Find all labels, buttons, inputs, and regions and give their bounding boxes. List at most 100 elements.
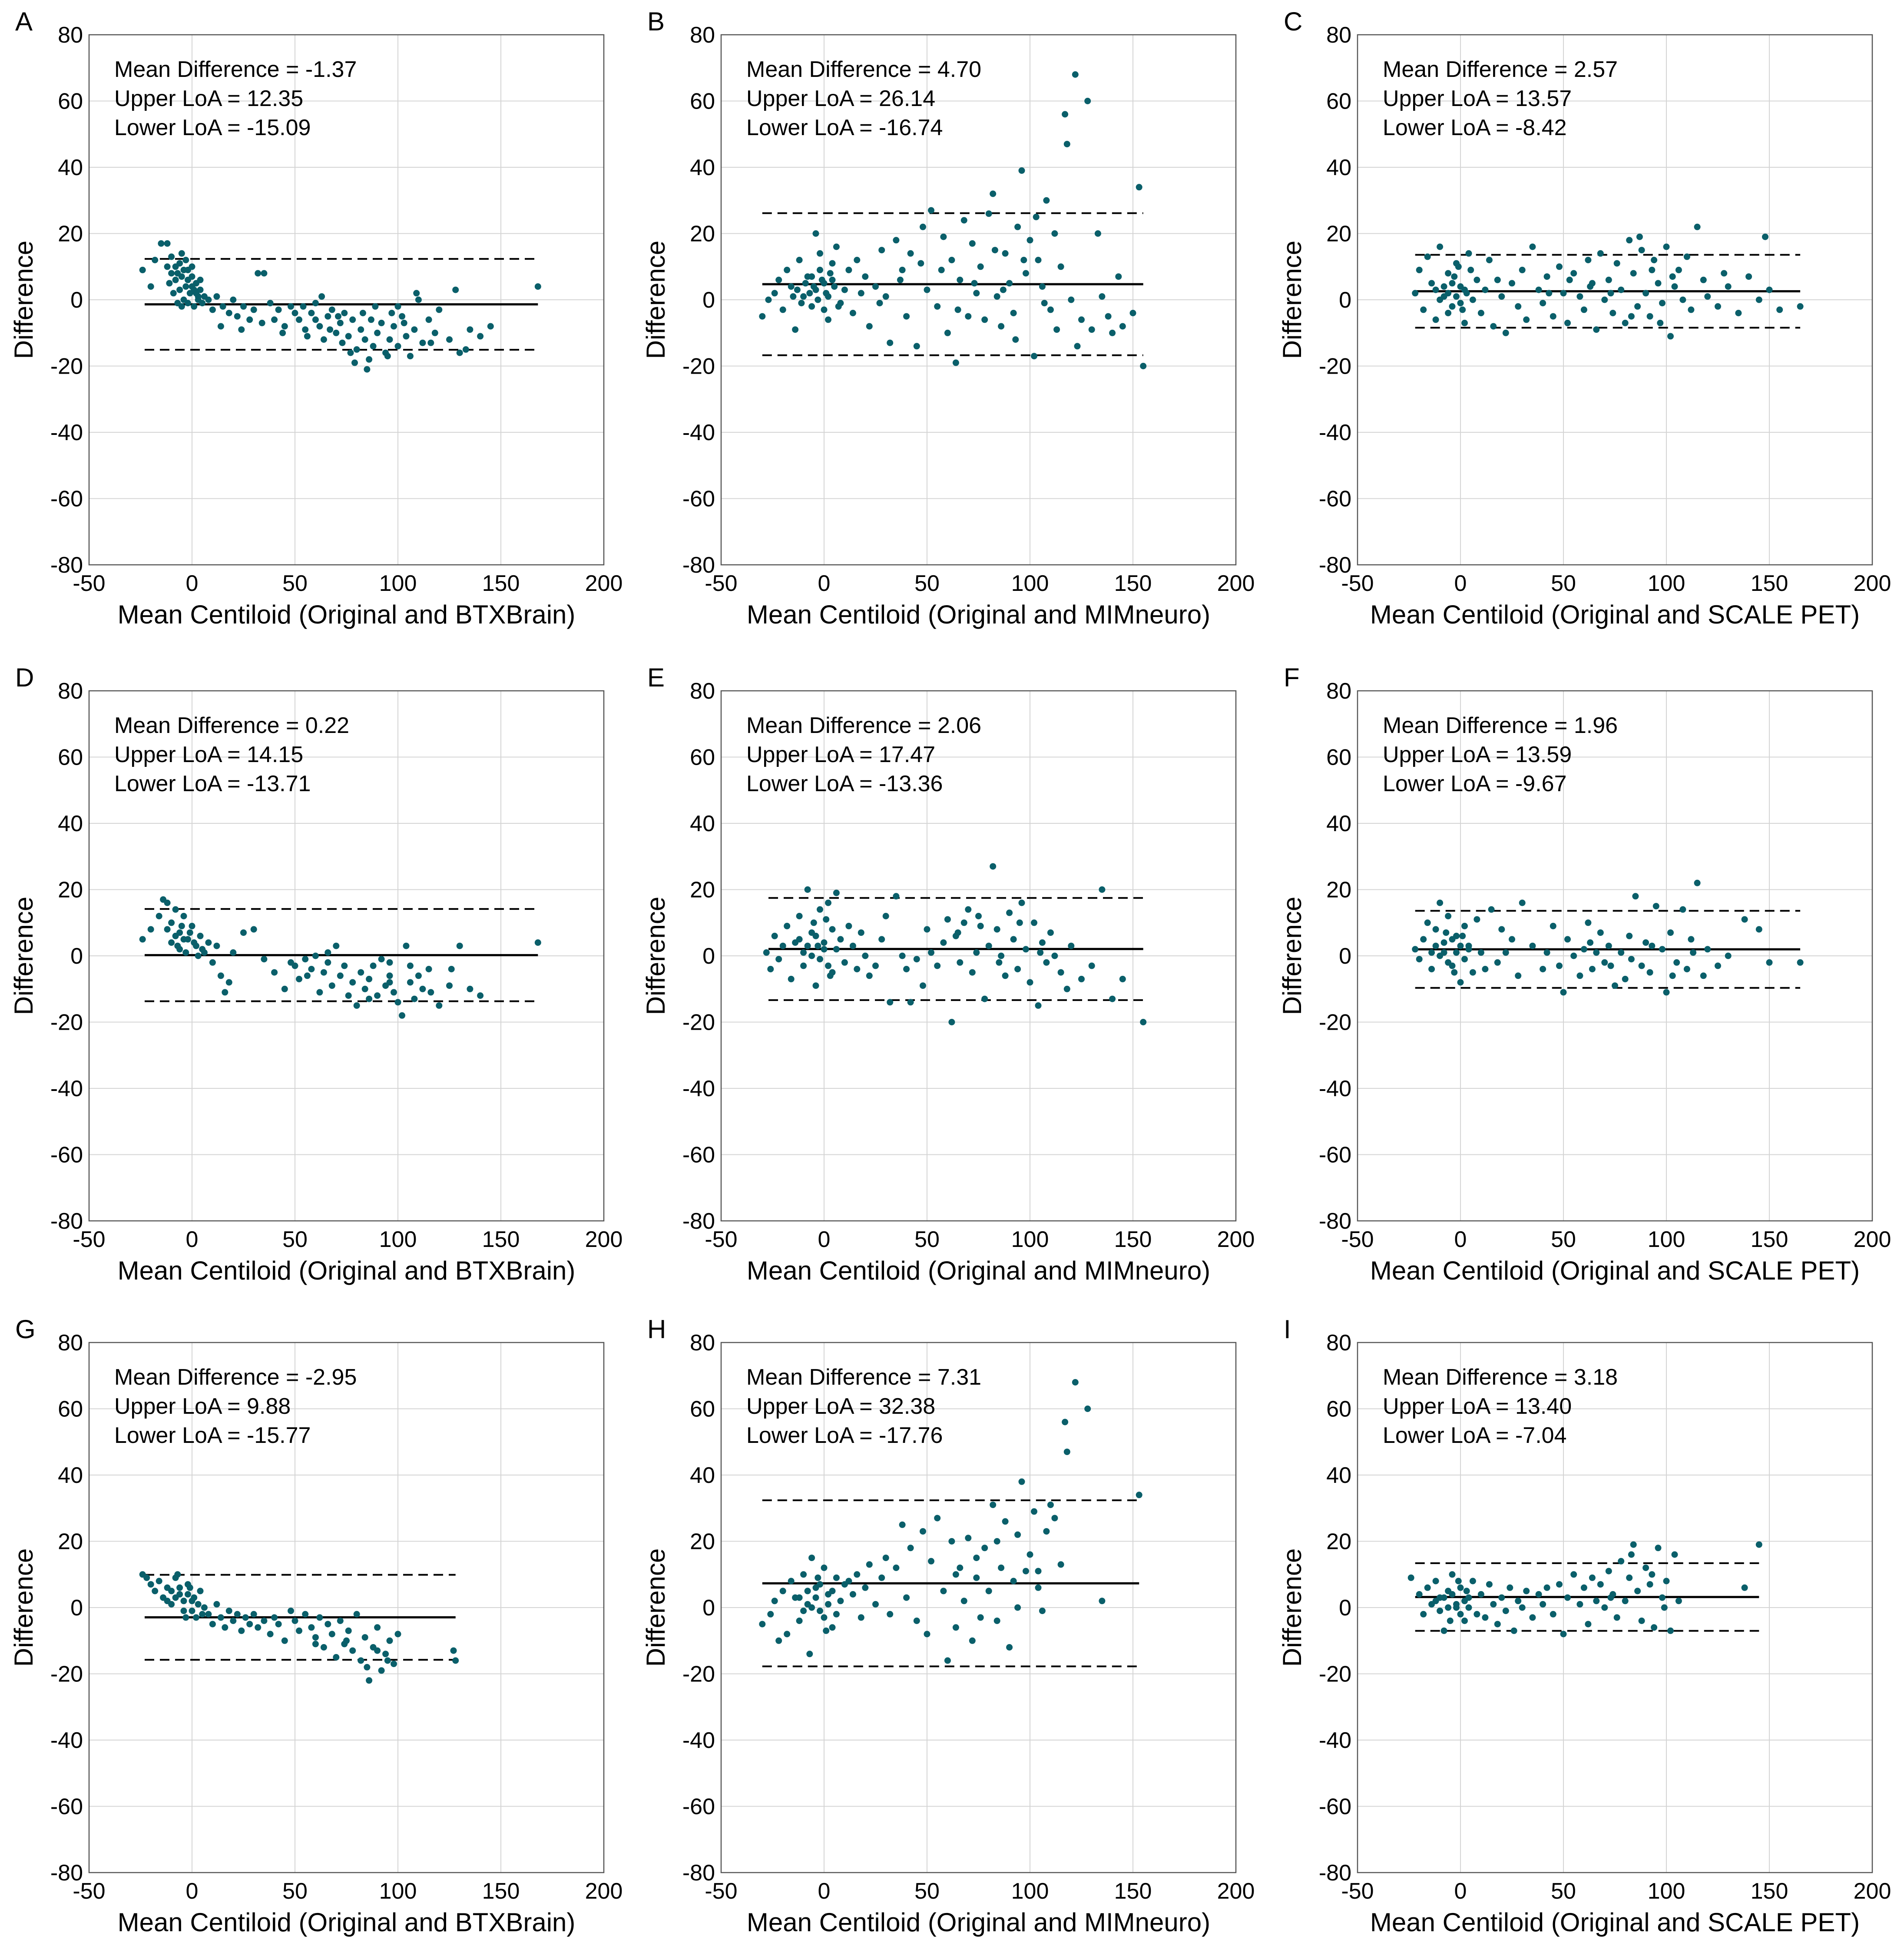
data-point — [1437, 899, 1444, 906]
x-tick-label: 150 — [1751, 1227, 1788, 1252]
data-point — [403, 942, 410, 949]
data-point — [825, 1601, 831, 1608]
data-point — [1556, 1581, 1563, 1588]
x-axis-label: Mean Centiloid (Original and SCALE PET) — [1370, 1256, 1860, 1285]
data-point — [296, 316, 302, 323]
data-point — [993, 1618, 1000, 1624]
data-point — [1047, 1502, 1054, 1508]
panel-e: -50 0 50 100 150 200 -80 -60 -40 -20 0 20 40 60 80 Mean… — [641, 663, 1255, 1285]
data-point — [920, 223, 926, 230]
data-point — [1694, 879, 1701, 886]
data-point — [903, 313, 910, 320]
data-point — [374, 992, 381, 999]
y-tick-label: -80 — [50, 553, 83, 578]
data-point — [327, 326, 334, 333]
data-point — [209, 1621, 216, 1628]
data-point — [1416, 266, 1423, 273]
data-point — [401, 319, 407, 326]
y-tick-label: -20 — [1319, 354, 1351, 379]
data-point — [1053, 326, 1060, 333]
data-point — [1667, 1627, 1674, 1634]
x-tick-label: 50 — [1551, 1879, 1576, 1904]
data-point — [189, 922, 195, 929]
data-point — [924, 1631, 930, 1638]
data-point — [1068, 942, 1075, 949]
data-point — [174, 1571, 181, 1578]
data-point — [779, 942, 786, 949]
data-point — [1437, 1608, 1444, 1615]
data-point — [1457, 942, 1464, 949]
data-point — [1704, 946, 1711, 953]
x-tick-label: -50 — [1341, 1879, 1374, 1904]
data-point — [339, 339, 346, 346]
data-point — [1663, 243, 1670, 250]
y-tick-label: -20 — [50, 1010, 83, 1035]
data-point — [990, 1502, 997, 1508]
data-point — [1762, 233, 1768, 240]
data-point — [845, 922, 852, 929]
data-point — [191, 1594, 198, 1601]
data-point — [1580, 946, 1587, 953]
data-point — [759, 313, 766, 320]
data-point — [1428, 966, 1435, 972]
data-point — [790, 293, 797, 300]
data-point — [1585, 257, 1592, 263]
data-point — [808, 273, 815, 280]
y-tick-label: -40 — [1319, 1076, 1351, 1101]
data-point — [1721, 270, 1728, 277]
data-point — [1477, 949, 1484, 956]
data-point — [394, 343, 401, 350]
data-point — [1576, 1601, 1583, 1608]
data-point — [815, 1574, 821, 1581]
data-point — [1585, 919, 1592, 926]
data-point — [775, 956, 782, 963]
y-tick-label: -80 — [1319, 1860, 1351, 1886]
data-point — [1622, 1598, 1629, 1605]
data-point — [337, 319, 344, 326]
y-tick-label: 0 — [70, 288, 83, 313]
data-point — [1445, 1604, 1452, 1611]
data-point — [1014, 966, 1021, 972]
data-point — [1651, 1624, 1658, 1631]
data-point — [197, 276, 204, 283]
data-point — [240, 929, 247, 936]
data-point — [1515, 303, 1522, 310]
data-point — [1543, 273, 1550, 280]
data-point — [1550, 1611, 1556, 1618]
data-point — [296, 1627, 302, 1634]
data-point — [197, 1588, 204, 1595]
data-point — [784, 922, 791, 929]
x-tick-label: 50 — [914, 1879, 940, 1904]
annotation-text: Upper LoA = 32.38 — [746, 1394, 935, 1419]
y-tick-label: 80 — [1326, 1330, 1351, 1356]
data-point — [862, 273, 869, 280]
data-point — [866, 323, 873, 330]
data-point — [156, 913, 162, 919]
data-point — [456, 942, 463, 949]
data-point — [1023, 946, 1029, 953]
data-point — [893, 893, 900, 900]
data-point — [806, 290, 813, 297]
data-point — [1566, 276, 1573, 283]
data-point — [812, 932, 819, 939]
data-point — [308, 1624, 315, 1631]
x-axis-label: Mean Centiloid (Original and MIMneuro) — [747, 600, 1210, 629]
data-point — [328, 1631, 335, 1638]
data-point — [199, 300, 206, 307]
data-point — [358, 969, 364, 976]
data-point — [1140, 1019, 1147, 1025]
data-point — [1488, 906, 1495, 913]
data-point — [436, 306, 443, 313]
data-point — [977, 922, 984, 929]
annotation-text: Upper LoA = 26.14 — [746, 86, 935, 111]
data-point — [1461, 1618, 1468, 1624]
data-point — [1671, 283, 1678, 290]
annotation-text: Upper LoA = 13.57 — [1383, 86, 1572, 111]
data-point — [394, 999, 401, 1006]
data-point — [1688, 306, 1695, 313]
data-point — [998, 952, 1005, 959]
y-tick-label: 60 — [690, 89, 715, 114]
data-point — [168, 253, 175, 260]
panel-b: -50 0 50 100 150 200 -80 -60 -40 -20 0 20 40 60 80 Mean… — [641, 7, 1255, 629]
data-point — [1509, 280, 1515, 287]
